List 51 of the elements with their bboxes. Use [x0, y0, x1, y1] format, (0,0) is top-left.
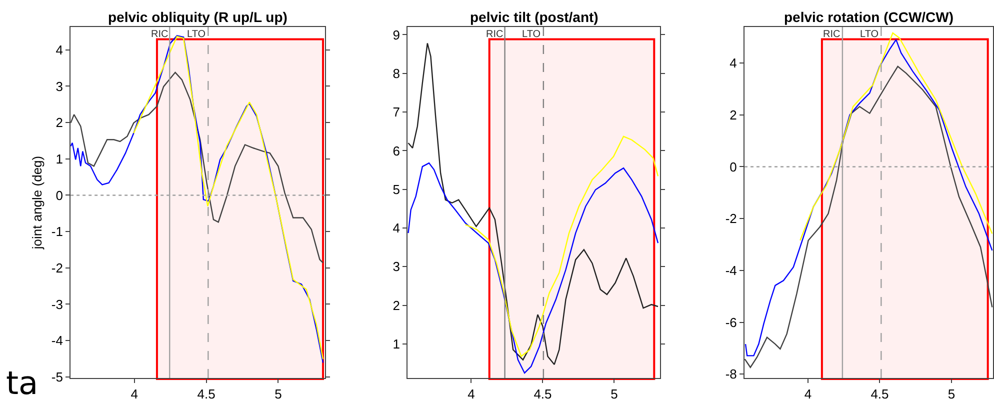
y-tick-label: 1 [56, 151, 63, 166]
y-tick-label: -5 [51, 369, 63, 384]
y-tick-label: 4 [56, 42, 63, 58]
y-tick-label: -4 [51, 333, 63, 348]
y-tick-label: 0 [56, 188, 63, 203]
chart-title: pelvic rotation (CCW/CW) [784, 9, 954, 25]
y-axis-title: joint angle (deg) [29, 156, 44, 250]
y-tick-label: -3 [51, 296, 63, 312]
y-tick-label: 4 [392, 220, 400, 236]
y-tick-label: 2 [730, 107, 737, 122]
y-tick-label: -2 [51, 260, 63, 276]
x-tick-label: 5 [948, 386, 956, 402]
y-tick-label: 8 [392, 66, 400, 81]
ref-line-label: RIC [823, 29, 840, 40]
line-series [133, 36, 324, 360]
x-tick-label: 5 [610, 386, 618, 402]
y-tick-label: -8 [725, 366, 737, 382]
ref-line-label: RIC [151, 29, 168, 40]
ref-line-label: LTO [860, 29, 879, 40]
x-tick-label: 5 [274, 386, 282, 402]
line-series [408, 42, 659, 366]
y-tick-label: 6 [392, 143, 400, 158]
y-tick-label: 4 [730, 56, 737, 71]
ref-line-label: RIC [486, 29, 504, 40]
ref-line-label: LTO [522, 29, 541, 40]
y-tick-label: 9 [392, 27, 400, 42]
x-tick-label: 4 [468, 386, 475, 402]
y-tick-label: -6 [725, 314, 737, 330]
x-tick-label: 4 [130, 386, 138, 402]
y-tick-label: 1 [392, 336, 400, 352]
line-series [800, 32, 993, 241]
y-tick-label: -1 [51, 224, 63, 240]
x-tick-label: 4.5 [534, 386, 552, 402]
chart-title: pelvic tilt (post/ant) [470, 9, 598, 25]
x-tick-label: 4.5 [197, 386, 216, 402]
y-tick-label: 3 [56, 78, 63, 94]
y-tick-label: 3 [392, 259, 400, 274]
x-tick-label: 4.5 [870, 386, 889, 402]
chart-title: pelvic obliquity (R up/L up) [108, 9, 288, 25]
y-tick-label: 2 [392, 298, 400, 313]
y-tick-label: 0 [730, 159, 737, 174]
y-tick-label: 7 [392, 104, 400, 120]
y-tick-label: -2 [725, 211, 737, 226]
ref-line-label: LTO [187, 29, 206, 40]
x-tick-label: 4 [804, 386, 812, 402]
y-tick-label: 2 [56, 115, 63, 130]
line-series [464, 136, 659, 357]
y-tick-label: 5 [392, 182, 400, 197]
line-series [408, 162, 659, 374]
text: ta [6, 364, 38, 402]
y-tick-label: -4 [725, 262, 737, 278]
